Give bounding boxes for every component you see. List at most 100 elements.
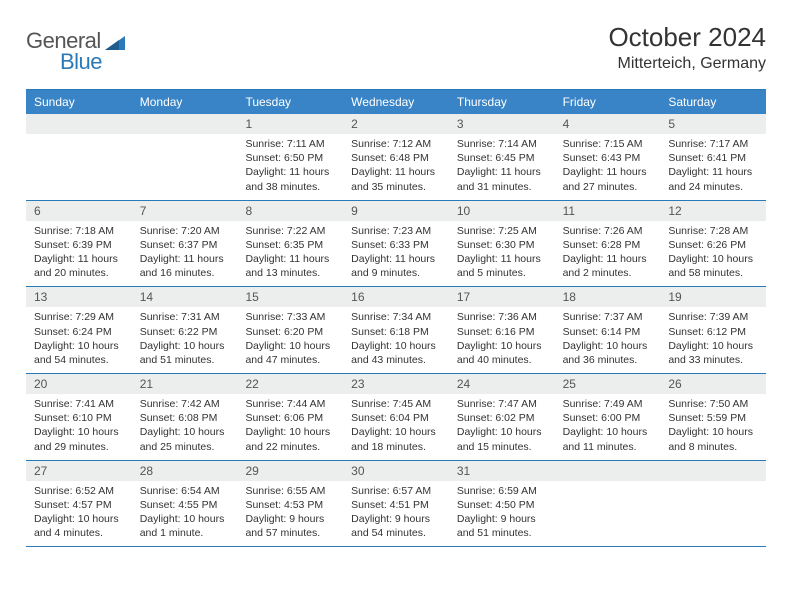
day-number: 16: [343, 287, 449, 307]
daylight-text: and 54 minutes.: [351, 526, 443, 540]
sunrise-text: Sunrise: 7:41 AM: [34, 397, 126, 411]
sunset-text: Sunset: 6:37 PM: [140, 238, 232, 252]
day-cell: 10Sunrise: 7:25 AMSunset: 6:30 PMDayligh…: [449, 201, 555, 287]
daylight-text: Daylight: 10 hours: [140, 512, 232, 526]
daylight-text: Daylight: 10 hours: [563, 425, 655, 439]
day-body: Sunrise: 6:52 AMSunset: 4:57 PMDaylight:…: [26, 481, 132, 547]
day-number: 3: [449, 114, 555, 134]
daylight-text: and 58 minutes.: [668, 266, 760, 280]
daylight-text: Daylight: 11 hours: [563, 165, 655, 179]
daylight-text: Daylight: 11 hours: [34, 252, 126, 266]
week-row: 27Sunrise: 6:52 AMSunset: 4:57 PMDayligh…: [26, 461, 766, 548]
daylight-text: Daylight: 10 hours: [563, 339, 655, 353]
daylight-text: and 40 minutes.: [457, 353, 549, 367]
day-number: 20: [26, 374, 132, 394]
day-number: 22: [237, 374, 343, 394]
daylight-text: and 9 minutes.: [351, 266, 443, 280]
daylight-text: and 29 minutes.: [34, 440, 126, 454]
daylight-text: and 16 minutes.: [140, 266, 232, 280]
day-number: 30: [343, 461, 449, 481]
day-number: 26: [660, 374, 766, 394]
day-body: Sunrise: 6:55 AMSunset: 4:53 PMDaylight:…: [237, 481, 343, 547]
daylight-text: and 35 minutes.: [351, 180, 443, 194]
sunrise-text: Sunrise: 7:45 AM: [351, 397, 443, 411]
day-cell: 11Sunrise: 7:26 AMSunset: 6:28 PMDayligh…: [555, 201, 661, 287]
daylight-text: and 11 minutes.: [563, 440, 655, 454]
sunset-text: Sunset: 4:53 PM: [245, 498, 337, 512]
sunrise-text: Sunrise: 7:20 AM: [140, 224, 232, 238]
daylight-text: Daylight: 10 hours: [668, 425, 760, 439]
daylight-text: Daylight: 10 hours: [34, 512, 126, 526]
sunset-text: Sunset: 6:20 PM: [245, 325, 337, 339]
daylight-text: and 51 minutes.: [140, 353, 232, 367]
weekday-header: Monday: [132, 90, 238, 114]
day-cell: 24Sunrise: 7:47 AMSunset: 6:02 PMDayligh…: [449, 374, 555, 460]
day-body: Sunrise: 7:34 AMSunset: 6:18 PMDaylight:…: [343, 307, 449, 373]
day-body: Sunrise: 7:33 AMSunset: 6:20 PMDaylight:…: [237, 307, 343, 373]
day-number: [26, 114, 132, 134]
sunset-text: Sunset: 6:10 PM: [34, 411, 126, 425]
daylight-text: and 33 minutes.: [668, 353, 760, 367]
day-body: Sunrise: 7:31 AMSunset: 6:22 PMDaylight:…: [132, 307, 238, 373]
sunset-text: Sunset: 6:35 PM: [245, 238, 337, 252]
daylight-text: Daylight: 10 hours: [245, 425, 337, 439]
sunrise-text: Sunrise: 7:23 AM: [351, 224, 443, 238]
sunrise-text: Sunrise: 7:33 AM: [245, 310, 337, 324]
sunset-text: Sunset: 4:50 PM: [457, 498, 549, 512]
daylight-text: and 20 minutes.: [34, 266, 126, 280]
day-body: [660, 481, 766, 537]
daylight-text: Daylight: 11 hours: [245, 252, 337, 266]
day-cell: 3Sunrise: 7:14 AMSunset: 6:45 PMDaylight…: [449, 114, 555, 200]
day-cell: [26, 114, 132, 200]
sunset-text: Sunset: 6:16 PM: [457, 325, 549, 339]
daylight-text: Daylight: 11 hours: [563, 252, 655, 266]
weekday-header: Wednesday: [343, 90, 449, 114]
daylight-text: Daylight: 11 hours: [668, 165, 760, 179]
day-body: Sunrise: 7:18 AMSunset: 6:39 PMDaylight:…: [26, 221, 132, 287]
day-number: 9: [343, 201, 449, 221]
daylight-text: Daylight: 10 hours: [140, 425, 232, 439]
sunrise-text: Sunrise: 7:22 AM: [245, 224, 337, 238]
daylight-text: Daylight: 11 hours: [140, 252, 232, 266]
sunset-text: Sunset: 6:06 PM: [245, 411, 337, 425]
daylight-text: Daylight: 10 hours: [351, 339, 443, 353]
daylight-text: and 54 minutes.: [34, 353, 126, 367]
sunset-text: Sunset: 6:50 PM: [245, 151, 337, 165]
sunset-text: Sunset: 6:18 PM: [351, 325, 443, 339]
daylight-text: Daylight: 11 hours: [351, 165, 443, 179]
day-number: 13: [26, 287, 132, 307]
day-number: 31: [449, 461, 555, 481]
week-row: 6Sunrise: 7:18 AMSunset: 6:39 PMDaylight…: [26, 201, 766, 288]
day-body: Sunrise: 7:22 AMSunset: 6:35 PMDaylight:…: [237, 221, 343, 287]
day-cell: 15Sunrise: 7:33 AMSunset: 6:20 PMDayligh…: [237, 287, 343, 373]
weekday-header: Tuesday: [237, 90, 343, 114]
daylight-text: Daylight: 10 hours: [140, 339, 232, 353]
calendar: SundayMondayTuesdayWednesdayThursdayFrid…: [26, 89, 766, 547]
sunset-text: Sunset: 6:26 PM: [668, 238, 760, 252]
day-body: Sunrise: 7:45 AMSunset: 6:04 PMDaylight:…: [343, 394, 449, 460]
daylight-text: Daylight: 9 hours: [457, 512, 549, 526]
day-body: Sunrise: 7:25 AMSunset: 6:30 PMDaylight:…: [449, 221, 555, 287]
sunset-text: Sunset: 6:00 PM: [563, 411, 655, 425]
day-cell: [555, 461, 661, 547]
sunset-text: Sunset: 6:39 PM: [34, 238, 126, 252]
sunset-text: Sunset: 6:12 PM: [668, 325, 760, 339]
day-cell: 9Sunrise: 7:23 AMSunset: 6:33 PMDaylight…: [343, 201, 449, 287]
daylight-text: Daylight: 10 hours: [34, 339, 126, 353]
day-cell: 13Sunrise: 7:29 AMSunset: 6:24 PMDayligh…: [26, 287, 132, 373]
daylight-text: Daylight: 10 hours: [245, 339, 337, 353]
sunset-text: Sunset: 5:59 PM: [668, 411, 760, 425]
sunset-text: Sunset: 6:30 PM: [457, 238, 549, 252]
sunrise-text: Sunrise: 7:15 AM: [563, 137, 655, 151]
day-number: 10: [449, 201, 555, 221]
day-number: 27: [26, 461, 132, 481]
sunrise-text: Sunrise: 7:31 AM: [140, 310, 232, 324]
day-body: Sunrise: 6:59 AMSunset: 4:50 PMDaylight:…: [449, 481, 555, 547]
day-cell: 2Sunrise: 7:12 AMSunset: 6:48 PMDaylight…: [343, 114, 449, 200]
sunset-text: Sunset: 4:51 PM: [351, 498, 443, 512]
sunset-text: Sunset: 6:43 PM: [563, 151, 655, 165]
day-cell: [132, 114, 238, 200]
daylight-text: and 2 minutes.: [563, 266, 655, 280]
daylight-text: and 15 minutes.: [457, 440, 549, 454]
day-cell: 31Sunrise: 6:59 AMSunset: 4:50 PMDayligh…: [449, 461, 555, 547]
